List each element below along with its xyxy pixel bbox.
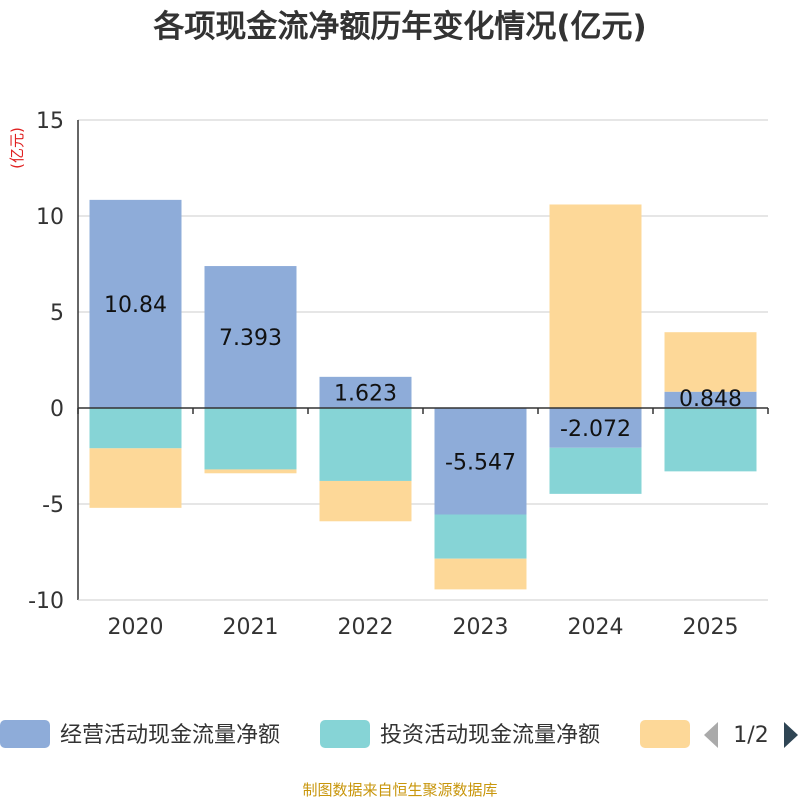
bar-segment-s1-2022[interactable] [319,408,412,481]
legend-pager[interactable]: 1/2 [704,722,798,748]
bar-segment-s2-2025[interactable] [664,332,757,392]
y-tick-label: 15 [36,109,64,134]
bars [89,199,757,590]
legend-swatch[interactable] [0,720,50,748]
y-tick-label: -5 [42,493,64,518]
y-tick-label: 5 [50,301,64,326]
data-label: 7.393 [219,326,282,351]
bar-segment-s0-2024[interactable] [549,408,642,448]
chart-title: 各项现金流净额历年变化情况(亿元) [152,9,646,45]
data-label: 1.623 [334,381,397,406]
y-axis-unit: (亿元) [8,127,26,169]
x-tick-label: 2022 [338,615,394,640]
bar-segment-s2-2021[interactable] [204,469,297,474]
axes: 15 10 5 0 -5 -10 2020 2021 2022 2023 2024 2025 [28,109,769,640]
bar-segment-s2-2020[interactable] [89,448,182,508]
x-tick-label: 2020 [108,615,164,640]
x-tick-label: 2023 [453,615,509,640]
x-tick-label: 2025 [683,615,739,640]
bar-segment-s0-2022[interactable] [319,376,412,408]
bar-segment-s0-2025[interactable] [664,391,757,408]
bar-segment-s1-2021[interactable] [204,408,297,470]
bar-segment-s0-2023[interactable] [434,408,527,515]
data-label: -5.547 [445,450,516,475]
data-source: 制图数据来自恒生聚源数据库 [302,781,497,799]
y-tick-label: 10 [36,205,64,230]
legend-page-indicator: 1/2 [733,723,768,748]
legend-swatch[interactable] [640,720,690,748]
bar-segment-s2-2022[interactable] [319,480,412,522]
bar-segment-s0-2021[interactable] [204,266,297,408]
bar-segment-s2-2024[interactable] [549,204,642,408]
bar-segment-s2-2023[interactable] [434,558,527,590]
data-label: 0.848 [679,387,742,412]
pager-prev-icon[interactable] [704,722,718,748]
pager-next-icon[interactable] [784,722,798,748]
legend-swatch[interactable] [320,720,370,748]
bar-segment-s1-2020[interactable] [89,408,182,449]
bar-segment-s1-2024[interactable] [549,447,642,494]
x-tick-label: 2021 [223,615,279,640]
bar-segment-s0-2020[interactable] [89,199,182,408]
data-label: 10.84 [104,293,167,318]
data-labels: 10.84 7.393 1.623 -5.547 -2.072 0.848 [104,293,742,475]
legend-item-label[interactable]: 投资活动现金流量净额 [380,723,600,748]
bar-segment-s1-2023[interactable] [434,514,527,559]
legend-item-label[interactable]: 经营活动现金流量净额 [60,723,280,748]
y-tick-label: -10 [28,589,64,614]
data-label: -2.072 [560,417,631,442]
y-tick-label: 0 [50,397,64,422]
x-tick-label: 2024 [568,615,624,640]
bar-segment-s1-2025[interactable] [664,408,757,472]
legend[interactable]: 经营活动现金流量净额 投资活动现金流量净额 [0,720,690,748]
